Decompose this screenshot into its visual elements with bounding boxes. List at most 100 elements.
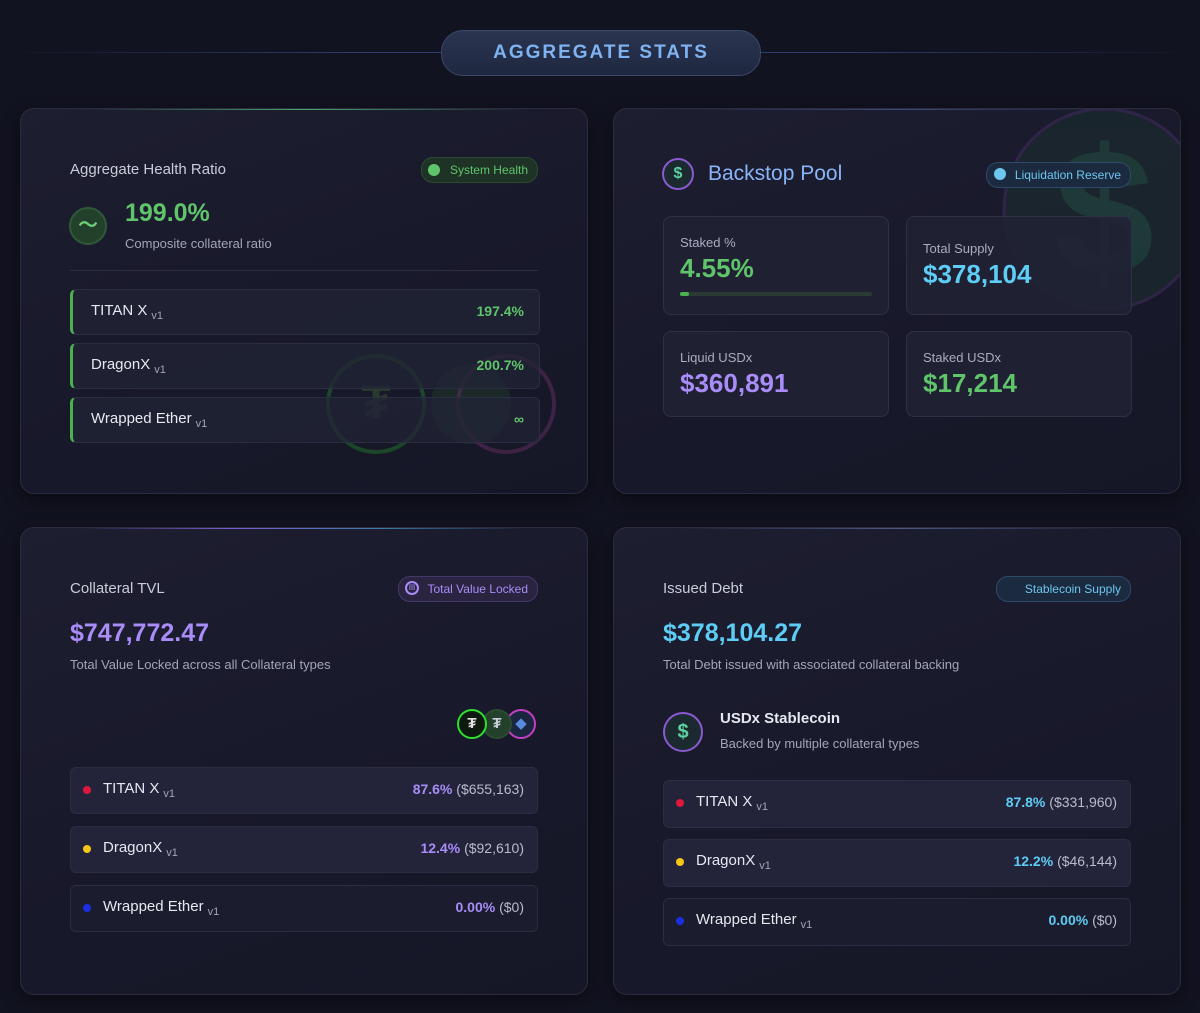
row-value: 0.00% ($0) xyxy=(1049,912,1118,928)
progress-track xyxy=(680,292,872,296)
token-name: DragonX xyxy=(696,852,756,869)
progress-fill xyxy=(680,292,689,296)
token-version: v1 xyxy=(756,801,769,813)
token-version: v1 xyxy=(195,418,208,430)
share: 87.6% xyxy=(412,780,453,797)
share: 0.00% xyxy=(455,898,496,915)
icon: $ xyxy=(663,712,703,752)
card-title: Collateral TVL xyxy=(70,580,165,597)
badge: System Health xyxy=(420,157,538,183)
icon: ▤ xyxy=(405,581,419,595)
row-value: 0.00% ($0) xyxy=(456,899,525,915)
badge: Stablecoin Supply xyxy=(995,576,1131,602)
icon: $ xyxy=(662,158,694,190)
amount: ($331,960) xyxy=(1049,794,1117,810)
row-name: Wrapped Ether v1 xyxy=(103,897,220,918)
amount: ($92,610) xyxy=(464,839,524,856)
icon: ₮ xyxy=(457,709,487,739)
collateral-row xyxy=(663,780,1131,828)
icon xyxy=(428,164,440,176)
collateral-row xyxy=(70,885,538,932)
stat-value: 4.55% xyxy=(680,253,754,283)
icon: ◆ xyxy=(506,709,536,739)
row-name: Wrapped Ether v1 xyxy=(696,911,813,931)
row-value: 87.8% ($331,960) xyxy=(1006,794,1117,810)
dot xyxy=(676,917,684,925)
card-title: Backstop Pool xyxy=(708,162,843,185)
collateral-row xyxy=(70,826,538,873)
row-value: ∞ xyxy=(514,411,524,427)
icon: 〜 xyxy=(69,207,107,245)
token-name: TITAN X xyxy=(103,779,160,797)
collateral-row xyxy=(70,767,538,814)
token-version: v1 xyxy=(207,905,220,918)
header-title: AGGREGATE STATS xyxy=(441,30,761,76)
badge: Liquidation Reserve xyxy=(985,162,1131,188)
stat-box xyxy=(906,331,1132,417)
stat-value: $17,214 xyxy=(923,368,1017,398)
stat-label: Staked USDx xyxy=(923,350,1002,365)
dot xyxy=(676,858,684,866)
health-row xyxy=(70,343,540,389)
tvl-caption: Total Value Locked across all Collateral… xyxy=(70,657,331,672)
row-value: 87.6% ($655,163) xyxy=(413,781,524,797)
token-version: v1 xyxy=(154,364,166,376)
token-version: v1 xyxy=(151,310,164,322)
icon xyxy=(994,168,1006,180)
token-name: Wrapped Ether xyxy=(103,897,204,915)
card-title: Issued Debt xyxy=(663,580,744,597)
stat-value: $360,891 xyxy=(680,368,789,398)
stat-label: Total Supply xyxy=(923,241,994,256)
debt-value: $378,104.27 xyxy=(663,619,803,647)
badge: Total Value Locked xyxy=(398,576,538,602)
row-name: DragonX v1 xyxy=(696,852,771,872)
collateral-row xyxy=(663,839,1131,887)
stat-box xyxy=(906,216,1132,315)
share: 0.00% xyxy=(1048,912,1089,928)
amount: ($0) xyxy=(1092,912,1117,928)
divider xyxy=(70,270,538,271)
dot xyxy=(676,799,684,807)
health-row xyxy=(70,289,540,335)
row-value: 197.4% xyxy=(476,303,524,319)
row-name: DragonX v1 xyxy=(103,838,178,859)
token-version: v1 xyxy=(800,919,813,931)
token-name: TITAN X xyxy=(696,793,753,810)
share: 12.2% xyxy=(1013,853,1054,869)
stat-value: $378,104 xyxy=(923,259,1032,289)
token-version: v1 xyxy=(163,787,176,800)
token-name: Wrapped Ether xyxy=(91,410,192,427)
token-version: v1 xyxy=(759,860,771,872)
row-value: 12.2% ($46,144) xyxy=(1013,853,1117,869)
stat-box xyxy=(663,331,889,417)
row-value: 12.4% ($92,610) xyxy=(420,840,524,856)
row-name: DragonX v1 xyxy=(91,356,166,376)
collateral-row xyxy=(663,898,1131,946)
amount: ($46,144) xyxy=(1057,853,1117,869)
row-value: 200.7% xyxy=(476,357,524,373)
token-name: TITAN X xyxy=(91,302,148,319)
amount: ($655,163) xyxy=(456,780,524,797)
token-caption: Backed by multiple collateral types xyxy=(720,736,920,751)
card-title: Aggregate Health Ratio xyxy=(70,161,226,178)
stat-box xyxy=(663,216,889,315)
amount: ($0) xyxy=(499,898,524,915)
health-value: 199.0% xyxy=(125,199,210,227)
token-title: USDx Stablecoin xyxy=(720,710,841,727)
dot xyxy=(83,785,91,794)
share: 12.4% xyxy=(420,839,461,856)
health-row xyxy=(70,397,540,443)
token-name: Wrapped Ether xyxy=(696,911,797,928)
stat-label: Staked % xyxy=(680,235,736,250)
tvl-value: $747,772.47 xyxy=(70,619,210,647)
token-version: v1 xyxy=(166,846,178,859)
row-name: Wrapped Ether v1 xyxy=(91,410,208,430)
token-name: DragonX xyxy=(103,838,163,856)
dot xyxy=(83,903,91,912)
stat-label: Liquid USDx xyxy=(680,350,753,365)
token-name: DragonX xyxy=(91,356,151,373)
